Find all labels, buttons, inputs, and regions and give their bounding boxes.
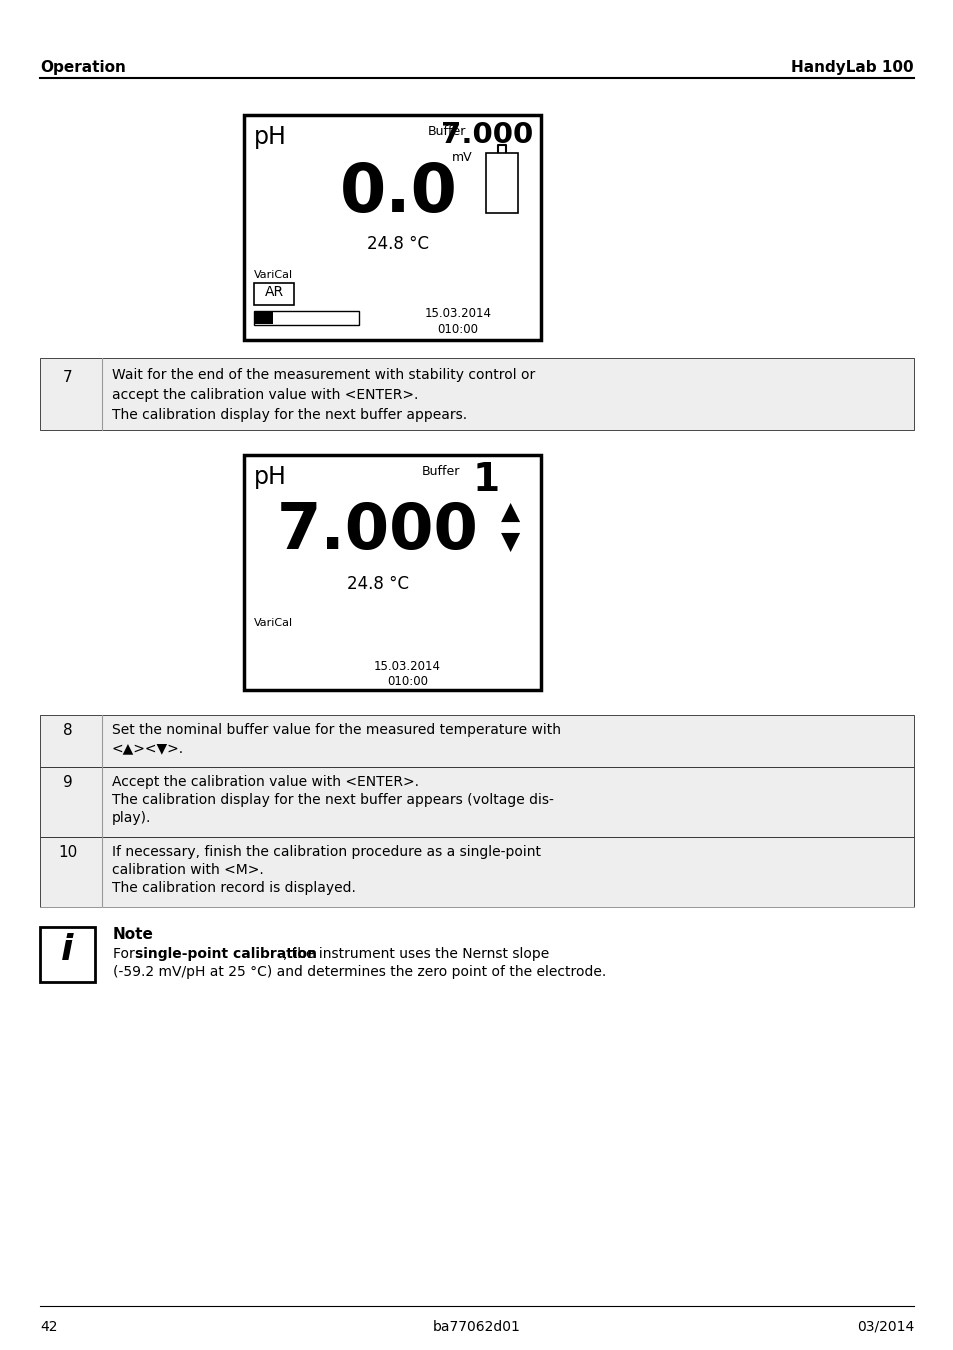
Text: For: For xyxy=(112,946,139,961)
Text: 7.000: 7.000 xyxy=(276,500,478,562)
Text: If necessary, finish the calibration procedure as a single-point: If necessary, finish the calibration pro… xyxy=(112,845,540,859)
Bar xyxy=(40,767,913,837)
Bar xyxy=(40,358,913,431)
Text: 15.03.2014: 15.03.2014 xyxy=(424,306,491,320)
Text: ba77062d01: ba77062d01 xyxy=(433,1320,520,1334)
Text: pH: pH xyxy=(253,126,287,148)
Text: VariCal: VariCal xyxy=(253,618,293,628)
Bar xyxy=(244,115,540,340)
Text: 0.0: 0.0 xyxy=(339,161,456,225)
Bar xyxy=(485,153,517,213)
Text: The calibration record is displayed.: The calibration record is displayed. xyxy=(112,882,355,895)
Text: 010:00: 010:00 xyxy=(387,675,427,688)
Text: 15.03.2014: 15.03.2014 xyxy=(374,660,440,674)
Text: 42: 42 xyxy=(40,1320,57,1334)
Text: i: i xyxy=(61,933,73,968)
Bar xyxy=(253,310,358,325)
Text: pH: pH xyxy=(253,464,287,489)
Text: Accept the calibration value with <ENTER>.: Accept the calibration value with <ENTER… xyxy=(112,775,418,788)
Text: accept the calibration value with <ENTER>.: accept the calibration value with <ENTER… xyxy=(112,387,418,402)
Text: 03/2014: 03/2014 xyxy=(856,1320,913,1334)
Text: The calibration display for the next buffer appears.: The calibration display for the next buf… xyxy=(112,408,467,423)
Text: VariCal: VariCal xyxy=(253,270,293,279)
Bar xyxy=(40,716,913,767)
Text: single-point calibration: single-point calibration xyxy=(135,946,316,961)
Text: <▲><▼>.: <▲><▼>. xyxy=(112,741,184,755)
Text: Set the nominal buffer value for the measured temperature with: Set the nominal buffer value for the mea… xyxy=(112,724,560,737)
Text: 9: 9 xyxy=(63,775,72,790)
Text: 10: 10 xyxy=(58,845,77,860)
Text: AR: AR xyxy=(264,285,283,298)
Text: Operation: Operation xyxy=(40,59,126,76)
Text: HandyLab 100: HandyLab 100 xyxy=(791,59,913,76)
Bar xyxy=(254,312,273,324)
Text: ▼: ▼ xyxy=(501,531,520,554)
Bar xyxy=(40,837,913,907)
Text: 7.000: 7.000 xyxy=(440,122,533,148)
Text: 7: 7 xyxy=(63,370,72,385)
Text: 24.8 °C: 24.8 °C xyxy=(367,235,429,252)
Bar xyxy=(253,284,294,305)
Text: , the instrument uses the Nernst slope: , the instrument uses the Nernst slope xyxy=(283,946,549,961)
Text: calibration with <M>.: calibration with <M>. xyxy=(112,863,263,878)
Bar xyxy=(40,927,95,981)
Text: Buffer: Buffer xyxy=(422,464,460,478)
Text: Note: Note xyxy=(112,927,153,942)
Text: ▲: ▲ xyxy=(501,500,520,524)
Bar xyxy=(244,455,540,690)
Text: mV: mV xyxy=(452,151,472,163)
Text: 24.8 °C: 24.8 °C xyxy=(346,575,408,593)
Text: The calibration display for the next buffer appears (voltage dis-: The calibration display for the next buf… xyxy=(112,792,554,807)
Text: 010:00: 010:00 xyxy=(436,323,477,336)
Text: (-59.2 mV/pH at 25 °C) and determines the zero point of the electrode.: (-59.2 mV/pH at 25 °C) and determines th… xyxy=(112,965,605,979)
Text: play).: play). xyxy=(112,811,152,825)
Text: 8: 8 xyxy=(63,724,72,738)
Text: Buffer: Buffer xyxy=(428,126,466,138)
Text: 1: 1 xyxy=(472,460,499,500)
Text: Wait for the end of the measurement with stability control or: Wait for the end of the measurement with… xyxy=(112,369,535,382)
